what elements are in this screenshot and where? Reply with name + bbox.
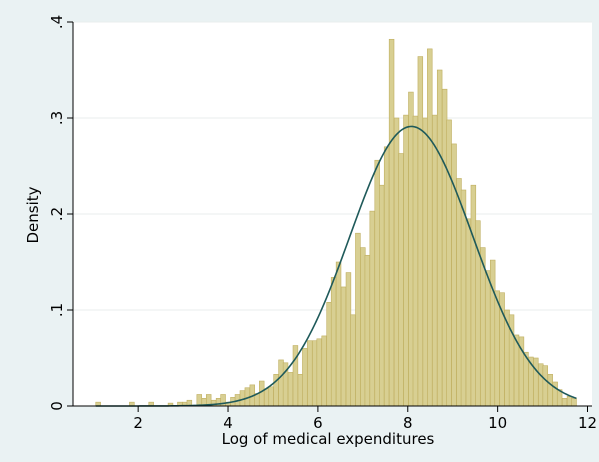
histogram-bar bbox=[412, 115, 419, 407]
histogram-bar bbox=[378, 184, 385, 407]
y-tick-label: .3 bbox=[48, 111, 66, 125]
x-tick-label: 8 bbox=[403, 414, 413, 432]
histogram-bar bbox=[432, 114, 438, 407]
histogram-bar bbox=[297, 374, 304, 407]
x-tick-label: 2 bbox=[133, 414, 143, 432]
histogram-bar bbox=[571, 398, 577, 407]
histogram-bar bbox=[287, 372, 294, 407]
histogram-bar bbox=[345, 272, 352, 407]
histogram-bar bbox=[460, 189, 467, 407]
histogram-bar bbox=[307, 340, 313, 407]
histogram-bar bbox=[513, 334, 520, 407]
histogram-bar bbox=[374, 159, 380, 407]
histogram-bar bbox=[335, 261, 342, 407]
histogram-bar bbox=[489, 259, 496, 407]
histogram-bar bbox=[470, 184, 477, 407]
histogram-bar bbox=[263, 388, 270, 407]
x-tick-label: 6 bbox=[313, 414, 323, 432]
histogram-bar bbox=[350, 314, 356, 407]
y-axis-title: Density bbox=[24, 186, 42, 243]
histogram-bar bbox=[383, 146, 390, 407]
histogram-bar bbox=[302, 348, 308, 407]
histogram-bar bbox=[330, 277, 337, 407]
x-tick-label: 10 bbox=[488, 414, 507, 432]
histogram-bar bbox=[494, 290, 500, 407]
histogram-bar bbox=[422, 117, 428, 407]
histogram-bar bbox=[566, 396, 573, 407]
histogram-bar bbox=[393, 117, 400, 407]
histogram-bar bbox=[259, 380, 265, 407]
x-axis-title: Log of medical expenditures bbox=[222, 430, 435, 448]
histogram-bar bbox=[316, 338, 322, 407]
histogram-bar bbox=[364, 254, 371, 407]
histogram-bar bbox=[465, 218, 472, 407]
histogram-bar bbox=[388, 38, 395, 407]
histogram-bar bbox=[542, 365, 548, 407]
x-tick-label: 4 bbox=[223, 414, 233, 432]
histogram-bar bbox=[408, 91, 414, 407]
histogram-bar bbox=[196, 394, 202, 407]
histogram-bar bbox=[403, 114, 409, 407]
histogram-bar bbox=[446, 119, 452, 407]
histogram-bar bbox=[480, 247, 486, 407]
histogram-bar bbox=[360, 247, 366, 407]
histogram-bar bbox=[441, 88, 448, 407]
histogram-bar bbox=[538, 363, 544, 407]
histogram-bar bbox=[561, 398, 568, 407]
histogram-bar bbox=[369, 210, 375, 407]
histogram-bar bbox=[417, 56, 424, 407]
y-tick-label: .1 bbox=[48, 303, 66, 317]
histogram-bar bbox=[533, 357, 539, 407]
histogram-bars bbox=[95, 38, 577, 407]
histogram-bar bbox=[340, 286, 347, 407]
histogram-bar bbox=[456, 178, 462, 407]
y-tick-label: 0 bbox=[48, 401, 66, 411]
y-axis-ticks: 0 .1 .2 .3 .4 bbox=[48, 15, 73, 411]
histogram-bar bbox=[268, 386, 274, 407]
histogram-bar bbox=[427, 48, 433, 407]
histogram-bar bbox=[321, 335, 327, 407]
histogram-bar bbox=[312, 340, 318, 407]
histogram-bar bbox=[547, 374, 553, 407]
x-tick-label: 12 bbox=[578, 414, 597, 432]
histogram-bar bbox=[485, 270, 491, 407]
histogram-bar bbox=[278, 359, 284, 407]
y-tick-label: .4 bbox=[48, 15, 66, 29]
histogram-bar bbox=[436, 69, 443, 407]
y-tick-label: .2 bbox=[48, 207, 66, 221]
histogram-bar bbox=[355, 232, 361, 407]
histogram-bar bbox=[326, 302, 332, 407]
x-axis-ticks: 2 4 6 8 10 12 bbox=[133, 406, 597, 432]
histogram-bar bbox=[398, 153, 404, 407]
